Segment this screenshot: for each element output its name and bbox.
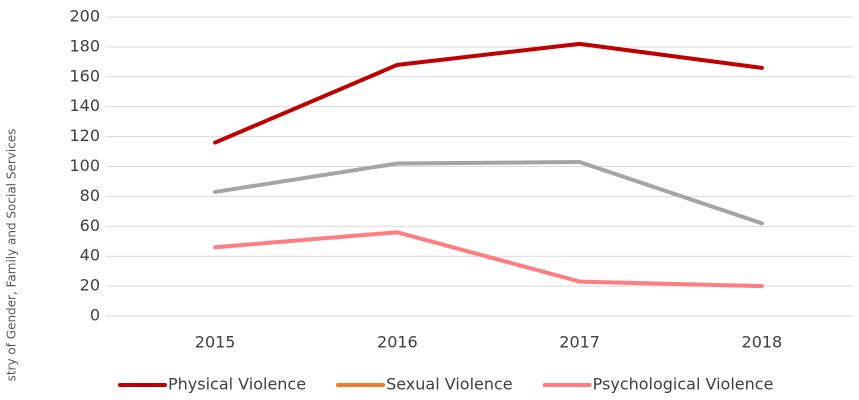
y-tick-label: 200 xyxy=(69,7,100,26)
series-line xyxy=(213,160,764,226)
y-axis-label: stry of Gender, Family and Social Servic… xyxy=(5,129,19,382)
y-tick-label: 0 xyxy=(90,306,100,325)
x-tick-label: 2017 xyxy=(559,333,600,352)
y-tick-label: 140 xyxy=(69,96,100,115)
y-tick-label: 160 xyxy=(69,66,100,85)
y-tick-label: 80 xyxy=(80,186,100,205)
x-tick-label: 2016 xyxy=(377,333,418,352)
y-tick-label: 100 xyxy=(69,156,100,175)
legend-label: Physical Violence xyxy=(168,375,306,394)
x-tick-label: 2015 xyxy=(195,333,236,352)
y-tick-label: 60 xyxy=(80,216,100,235)
legend-label: Sexual Violence xyxy=(386,375,513,394)
series-line xyxy=(213,41,764,145)
y-tick-label: 180 xyxy=(69,36,100,55)
y-tick-label: 40 xyxy=(80,246,100,265)
legend-label: Psychological Violence xyxy=(593,375,774,394)
series-line xyxy=(213,230,764,289)
y-tick-label: 120 xyxy=(69,126,100,145)
y-tick-label: 20 xyxy=(80,276,100,295)
x-tick-label: 2018 xyxy=(742,333,783,352)
